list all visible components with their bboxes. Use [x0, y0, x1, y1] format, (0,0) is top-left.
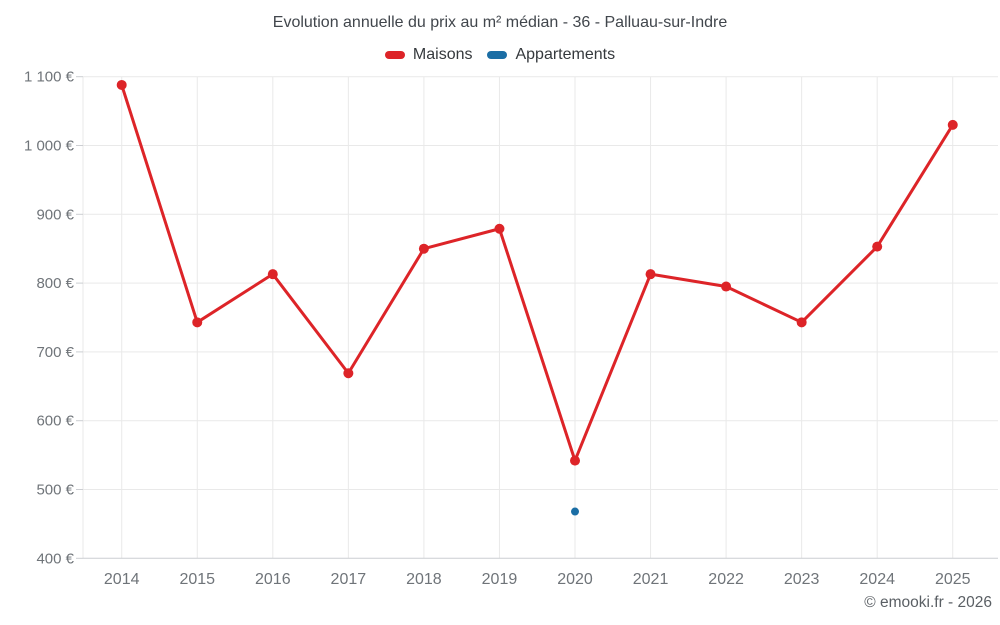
- x-tick-label: 2024: [859, 571, 895, 588]
- legend-item-appartements[interactable]: Appartements: [487, 46, 615, 64]
- maisons-point[interactable]: [267, 269, 278, 280]
- x-tick-label: 2017: [331, 571, 367, 588]
- y-tick-label: 600 €: [36, 413, 74, 430]
- maisons-point[interactable]: [645, 269, 656, 280]
- y-tick-label: 1 000 €: [24, 138, 75, 155]
- x-tick-label: 2021: [633, 571, 669, 588]
- maisons-point[interactable]: [192, 317, 203, 328]
- x-tick-label: 2022: [708, 571, 744, 588]
- maisons-point[interactable]: [116, 79, 127, 90]
- legend-item-maisons[interactable]: Maisons: [384, 46, 473, 64]
- x-tick-label: 2015: [179, 571, 215, 588]
- x-tick-label: 2018: [406, 571, 442, 588]
- maisons-point[interactable]: [570, 455, 580, 466]
- maisons-point[interactable]: [796, 317, 807, 328]
- y-tick-label: 900 €: [36, 206, 74, 223]
- maisons-point[interactable]: [343, 368, 354, 379]
- x-tick-label: 2020: [557, 571, 593, 588]
- maisons-point[interactable]: [494, 223, 505, 234]
- y-tick-label: 500 €: [36, 482, 74, 499]
- chart-legend: Maisons Appartements: [0, 46, 1000, 64]
- maisons-point[interactable]: [721, 281, 732, 292]
- appartements-point[interactable]: [571, 507, 579, 516]
- maisons-series-swatch-icon: [384, 51, 405, 59]
- legend-label-maisons: Maisons: [412, 46, 473, 63]
- copyright: © emooki.fr - 2026: [864, 594, 992, 611]
- y-tick-label: 1 100 €: [24, 69, 75, 86]
- chart-title: Evolution annuelle du prix au m² médian …: [272, 14, 728, 31]
- y-tick-label: 800 €: [36, 275, 74, 292]
- x-tick-label: 2016: [255, 571, 291, 588]
- x-tick-label: 2025: [935, 571, 971, 588]
- legend-label-appartements: Appartements: [515, 46, 616, 63]
- maisons-point[interactable]: [418, 243, 429, 254]
- x-tick-label: 2014: [104, 571, 140, 588]
- maisons-point[interactable]: [872, 241, 883, 252]
- maisons-point[interactable]: [947, 119, 958, 130]
- x-tick-label: 2019: [482, 571, 518, 588]
- maisons-line: [120, 83, 955, 463]
- y-tick-label: 400 €: [36, 550, 74, 567]
- x-tick-label: 2023: [784, 571, 820, 588]
- appartements-series-swatch-icon: [487, 51, 508, 59]
- y-tick-label: 700 €: [36, 344, 74, 361]
